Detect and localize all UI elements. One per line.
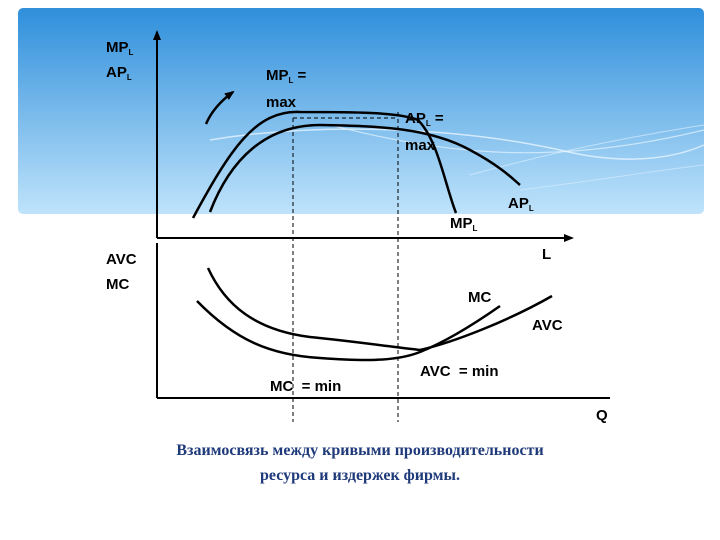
header-band (18, 8, 705, 214)
ap-curve (204, 90, 235, 125)
mc-curve-label: MC (468, 289, 491, 306)
header-swoosh (209, 128, 705, 160)
avc-curve-label: AVC (532, 317, 563, 334)
upper-x-axis-label: L (542, 246, 551, 263)
mp-curve-label: MPL (450, 215, 478, 233)
mp-curve (191, 110, 458, 219)
mp-max-label: MPL = (266, 67, 307, 85)
avc-curve (206, 267, 553, 352)
avc-min-label: AVC = min (420, 363, 499, 380)
mc-curve (196, 300, 501, 362)
header-swoosh (329, 124, 705, 154)
lower-y-axis-label-avc: AVC (106, 251, 137, 268)
ap-curve-label: APL (508, 195, 534, 213)
ap-max-label: APL = (405, 110, 444, 128)
ap-curve (208, 123, 521, 213)
caption-line-1: Взаимосвязь между кривыми производительн… (176, 442, 544, 459)
upper-y-axis-label-ap: APL (106, 64, 132, 82)
lower-x-axis-label: Q (596, 407, 608, 424)
mp-max-label-line2: max (266, 94, 297, 111)
caption-line-2: ресурса и издержек фирмы. (260, 467, 460, 484)
header-swoosh (519, 164, 705, 191)
upper-y-axis-label: MPL (106, 39, 134, 57)
mc-min-label: MC = min (270, 378, 341, 395)
lower-y-axis-label-mc: MC (106, 276, 129, 293)
header-swoosh (469, 124, 705, 176)
ap-max-label-line2: max (405, 137, 436, 154)
